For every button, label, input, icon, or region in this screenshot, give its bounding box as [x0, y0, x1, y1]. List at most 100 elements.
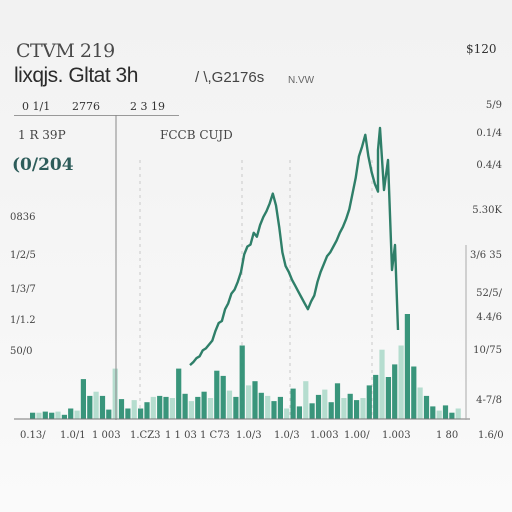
bar	[87, 395, 93, 419]
x-tick-label: 1.6/0	[478, 430, 504, 441]
x-tick-label: 1.0/1	[60, 430, 86, 441]
stat-value-3: 2 3 19	[130, 100, 165, 113]
bar	[423, 395, 430, 419]
bar	[36, 412, 42, 419]
bar	[176, 368, 182, 419]
bar	[366, 385, 372, 419]
bar	[309, 403, 315, 420]
bar	[157, 395, 163, 419]
bar	[182, 393, 188, 419]
right-axis-label: 0.1/4	[476, 128, 502, 139]
bar	[334, 383, 341, 419]
bar	[411, 366, 417, 419]
right-axis-label: 4-7/8	[476, 395, 502, 406]
bar	[347, 393, 353, 419]
x-tick-label: 1 80	[436, 430, 458, 441]
bar	[239, 345, 245, 419]
bar-series	[30, 314, 461, 420]
bar	[195, 396, 201, 419]
right-axis-label-top: 5/9	[485, 100, 502, 111]
bar	[430, 406, 436, 419]
gridlines	[139, 160, 373, 419]
bar	[118, 399, 125, 419]
right-axis-label: 10/75	[473, 345, 502, 356]
left-axis-label: 50/0	[10, 346, 33, 357]
x-tick-label: 1.003	[310, 430, 339, 441]
right-axis-label: 0.4/4	[476, 160, 502, 171]
bar	[233, 396, 239, 419]
bar	[271, 401, 277, 419]
bar	[74, 410, 80, 419]
bar	[341, 398, 347, 419]
sub-header-left: 1 R 39P	[18, 128, 66, 142]
x-tick-label: 1 1 03	[165, 430, 197, 441]
line-series	[189, 126, 400, 366]
bar	[163, 396, 169, 419]
bar	[207, 398, 214, 419]
left-axis-label: 1/3/7	[10, 284, 36, 295]
bar	[290, 388, 296, 420]
right-axis-label: 3/6 35	[470, 250, 502, 261]
bar	[322, 389, 328, 419]
bar	[188, 401, 194, 419]
bar	[80, 379, 86, 419]
bar	[93, 391, 99, 419]
bar	[385, 377, 391, 419]
bar	[315, 394, 322, 420]
bar	[360, 398, 366, 419]
x-tick-labels: 0.13/1.0/1 1 003 1.CZ3 1 1 03 1 C73 1.0/3 1.0/…	[20, 430, 504, 441]
chart-subtitle-secondary: / \,G2176s	[195, 69, 265, 86]
chart-title: CTVM 219	[16, 40, 115, 62]
bar	[449, 412, 455, 419]
bar	[30, 412, 36, 419]
stat-value-1: 0 1/1	[22, 100, 51, 113]
bar	[328, 402, 334, 419]
bar	[42, 411, 48, 419]
bar	[442, 405, 449, 420]
header-right-value: $120	[466, 42, 497, 56]
bar	[284, 408, 290, 419]
bar	[99, 395, 106, 419]
bar	[252, 381, 258, 419]
bar	[131, 400, 137, 419]
x-tick-label: 1 C73	[200, 430, 230, 441]
bar	[354, 400, 360, 419]
bar	[201, 391, 207, 419]
stat-value-2: 2776	[72, 100, 100, 113]
x-tick-label: 1.0/3	[274, 430, 300, 441]
bar	[55, 411, 61, 419]
bar	[150, 396, 156, 419]
headline-value: (0/204	[12, 155, 74, 175]
bar	[265, 395, 271, 419]
right-axis-label: 52/5/	[476, 288, 502, 299]
bar	[373, 374, 379, 419]
bar	[214, 370, 220, 419]
bar	[436, 410, 442, 419]
sub-header-center: FCCB CUJD	[160, 128, 233, 142]
left-axis-label: 0836	[10, 212, 36, 223]
bar	[144, 402, 150, 419]
bar	[404, 314, 410, 419]
chart-subtitle: lixqjs. Gltat 3h	[14, 64, 138, 87]
x-tick-label: 1.003	[382, 430, 411, 441]
bar	[106, 409, 112, 420]
bar	[296, 406, 302, 419]
x-tick-label: 0.13/	[20, 430, 46, 441]
bar	[61, 414, 67, 419]
right-axis-label: 4.4/6	[476, 312, 502, 323]
x-tick-label: 1.00/	[344, 430, 370, 441]
bar	[49, 412, 55, 419]
bar	[258, 392, 264, 420]
bar	[226, 390, 233, 419]
bar	[68, 408, 74, 419]
x-tick-label: 1 003	[92, 430, 121, 441]
bar	[379, 349, 385, 419]
right-axis-label: 5.30K	[472, 205, 502, 216]
left-axis-label: 1/1.2	[10, 315, 36, 326]
bar	[138, 408, 144, 419]
bar	[398, 345, 404, 419]
bar	[246, 385, 252, 419]
x-tick-label: 1.0/3	[236, 430, 262, 441]
